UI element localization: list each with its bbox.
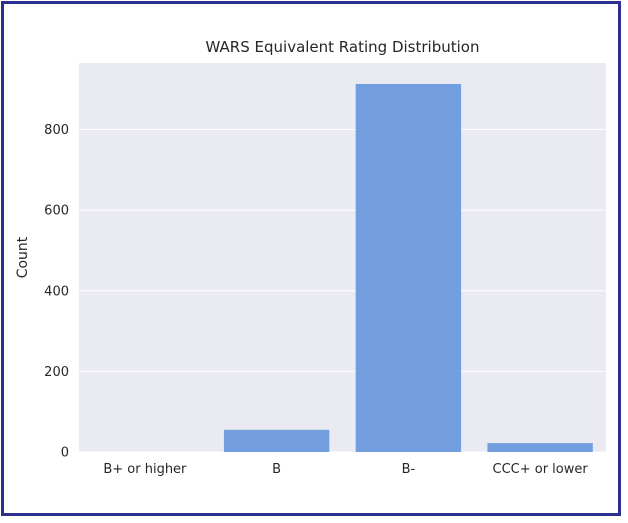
x-tick-label: B bbox=[272, 462, 281, 477]
y-axis-label: Count bbox=[15, 236, 31, 278]
plot-area bbox=[79, 63, 606, 452]
bars bbox=[223, 83, 593, 452]
x-axis-ticks: B+ or higher B B- CCC+ or lower bbox=[103, 462, 588, 477]
bar-ccc-or-lower bbox=[487, 443, 593, 452]
bar-b bbox=[223, 429, 330, 452]
y-tick-label: 600 bbox=[44, 204, 69, 219]
bar-b bbox=[355, 83, 462, 452]
y-tick-label: 400 bbox=[44, 284, 69, 299]
x-tick-label: B+ or higher bbox=[103, 462, 187, 477]
x-tick-label: B- bbox=[402, 462, 416, 477]
chart-title: WARS Equivalent Rating Distribution bbox=[206, 38, 480, 56]
x-tick-label: CCC+ or lower bbox=[493, 462, 589, 477]
y-tick-label: 0 bbox=[61, 446, 69, 461]
y-tick-label: 200 bbox=[44, 365, 69, 380]
y-tick-label: 800 bbox=[44, 123, 69, 138]
y-axis-ticks: 0 200 400 600 800 bbox=[44, 123, 69, 460]
